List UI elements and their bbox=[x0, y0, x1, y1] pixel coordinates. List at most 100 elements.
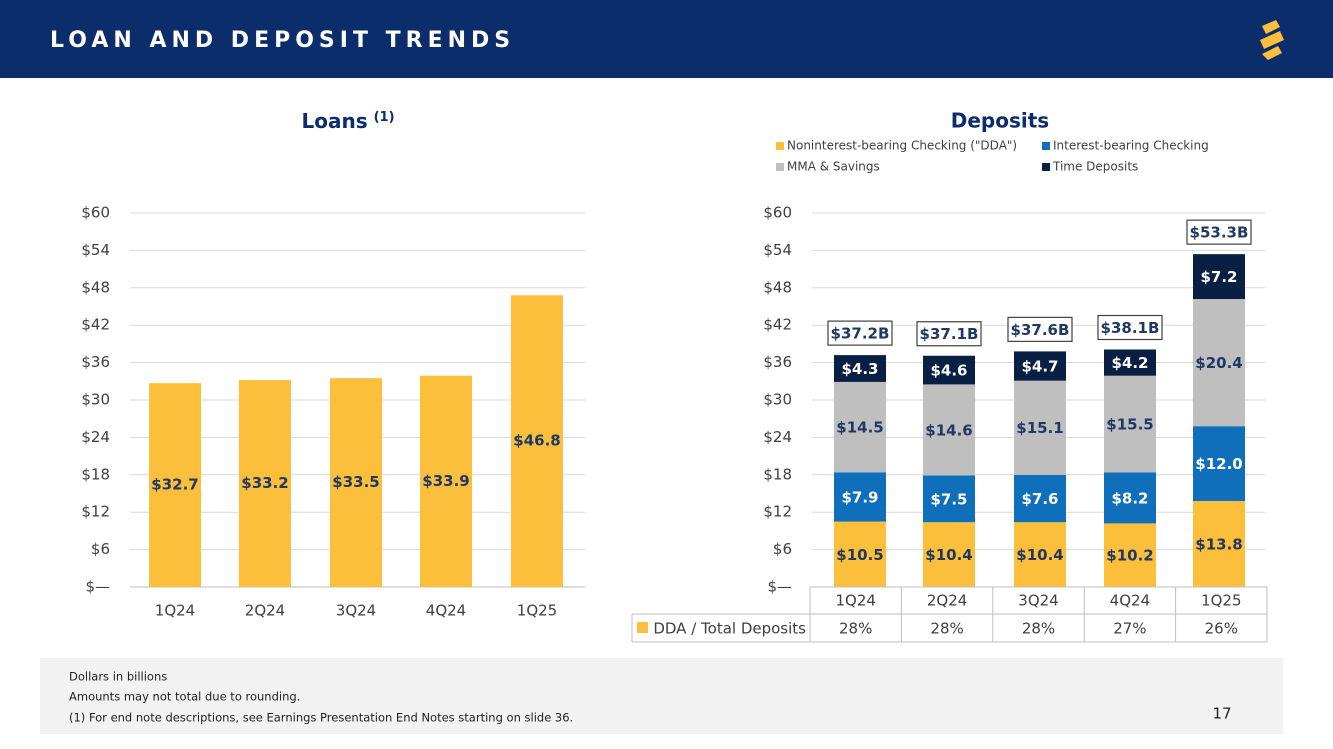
value-label: $13.8 bbox=[1195, 535, 1242, 553]
x-tick-label: 4Q24 bbox=[1110, 592, 1150, 610]
x-tick-label: 4Q24 bbox=[426, 602, 466, 620]
x-tick-label: 3Q24 bbox=[1018, 592, 1058, 610]
value-label: $33.9 bbox=[422, 472, 469, 490]
legend-swatch bbox=[637, 622, 648, 633]
y-tick-label: $54 bbox=[763, 241, 792, 259]
bar-segment bbox=[834, 521, 886, 587]
value-label: $20.4 bbox=[1195, 354, 1242, 372]
total-label: $53.3B bbox=[1190, 224, 1249, 242]
y-tick-label: $60 bbox=[763, 204, 792, 222]
footer-box bbox=[40, 658, 1283, 734]
y-tick-label: $48 bbox=[81, 278, 110, 296]
title-text: Loans bbox=[301, 109, 367, 133]
value-label: $14.6 bbox=[925, 421, 972, 439]
bar bbox=[420, 375, 472, 587]
legend-label: MMA & Savings bbox=[787, 160, 880, 174]
title-note: (1) bbox=[374, 110, 395, 125]
y-tick-label: $30 bbox=[763, 391, 792, 409]
slide-title: LOAN AND DEPOSIT TRENDS bbox=[50, 28, 515, 53]
y-tick-label: $6 bbox=[91, 540, 110, 558]
y-tick-label: $30 bbox=[81, 391, 110, 409]
bar-segment bbox=[1104, 375, 1156, 473]
value-label: $10.4 bbox=[925, 546, 972, 564]
y-tick-label: $18 bbox=[81, 465, 110, 483]
table-cell: 26% bbox=[1205, 620, 1238, 638]
y-tick-label: $18 bbox=[763, 465, 792, 483]
total-label: $38.1B bbox=[1101, 319, 1160, 337]
bar-segment bbox=[834, 381, 886, 473]
total-label: $37.2B bbox=[831, 325, 890, 343]
value-label: $7.2 bbox=[1200, 268, 1237, 286]
x-tick-label: 1Q24 bbox=[835, 592, 875, 610]
value-label: $33.5 bbox=[332, 473, 379, 491]
total-box bbox=[827, 320, 893, 346]
bar-segment bbox=[923, 475, 975, 523]
y-tick-label: $— bbox=[85, 578, 110, 596]
y-tick-label: $48 bbox=[763, 278, 792, 296]
table-cell: 28% bbox=[1022, 620, 1055, 638]
y-tick-label: $36 bbox=[81, 353, 110, 371]
header-bar bbox=[0, 0, 1333, 78]
total-label: $37.1B bbox=[920, 325, 979, 343]
x-tick-label: 1Q24 bbox=[155, 602, 195, 620]
bar-segment bbox=[1014, 522, 1066, 587]
value-label: $7.6 bbox=[1021, 490, 1058, 508]
legend-swatch bbox=[776, 142, 784, 150]
y-tick-label: $42 bbox=[763, 316, 792, 334]
legend-swatch bbox=[776, 163, 784, 171]
legend-swatch bbox=[1042, 142, 1050, 150]
value-label: $46.8 bbox=[513, 432, 560, 450]
footnote: Amounts may not total due to rounding. bbox=[69, 690, 300, 704]
total-box bbox=[1007, 316, 1073, 342]
bar-segment bbox=[1014, 380, 1066, 475]
bar-segment bbox=[1104, 349, 1156, 376]
y-tick-label: $12 bbox=[763, 503, 792, 521]
value-label: $4.3 bbox=[841, 360, 878, 378]
y-tick-label: $6 bbox=[773, 540, 792, 558]
y-tick-label: $24 bbox=[81, 428, 110, 446]
page-number: 17 bbox=[1212, 705, 1231, 723]
bar-segment bbox=[1193, 254, 1245, 300]
value-label: $4.7 bbox=[1021, 358, 1058, 376]
value-label: $14.5 bbox=[836, 419, 883, 437]
legend-label: Time Deposits bbox=[1052, 160, 1138, 174]
bar bbox=[149, 383, 201, 587]
value-label: $12.0 bbox=[1195, 455, 1242, 473]
value-label: $15.1 bbox=[1016, 419, 1063, 437]
bar-segment bbox=[923, 384, 975, 476]
y-tick-label: $— bbox=[767, 578, 792, 596]
bar-segment bbox=[1104, 523, 1156, 587]
x-tick-label: 3Q24 bbox=[336, 602, 376, 620]
value-label: $10.4 bbox=[1016, 546, 1063, 564]
y-tick-label: $36 bbox=[763, 353, 792, 371]
y-tick-label: $12 bbox=[81, 503, 110, 521]
footnote: (1) For end note descriptions, see Earni… bbox=[69, 711, 573, 725]
y-tick-label: $42 bbox=[81, 316, 110, 334]
table-cell: 27% bbox=[1113, 620, 1146, 638]
bar-segment bbox=[1014, 474, 1066, 523]
table-cell: 28% bbox=[839, 620, 872, 638]
value-label: $32.7 bbox=[151, 476, 198, 494]
y-tick-label: $60 bbox=[81, 204, 110, 222]
bar-segment bbox=[923, 355, 975, 385]
bar bbox=[511, 295, 563, 587]
legend-label: Noninterest-bearing Checking ("DDA") bbox=[787, 139, 1017, 153]
x-tick-label: 2Q24 bbox=[245, 602, 285, 620]
y-tick-label: $24 bbox=[763, 428, 792, 446]
total-label: $37.6B bbox=[1011, 321, 1070, 339]
bar-segment bbox=[923, 522, 975, 587]
table-cell: 28% bbox=[930, 620, 963, 638]
value-label: $4.6 bbox=[930, 362, 967, 380]
bar-segment bbox=[1193, 500, 1245, 587]
bar-segment bbox=[1104, 472, 1156, 524]
x-tick-label: 1Q25 bbox=[517, 602, 557, 620]
value-label: $7.5 bbox=[930, 490, 967, 508]
deposits-title: Deposits bbox=[951, 109, 1049, 133]
total-box bbox=[1097, 314, 1163, 341]
footnote: Dollars in billions bbox=[69, 670, 167, 684]
x-tick-label: 1Q25 bbox=[1201, 592, 1241, 610]
value-label: $10.2 bbox=[1106, 547, 1153, 565]
bar bbox=[330, 378, 382, 587]
legend-label: Interest-bearing Checking bbox=[1053, 139, 1209, 153]
